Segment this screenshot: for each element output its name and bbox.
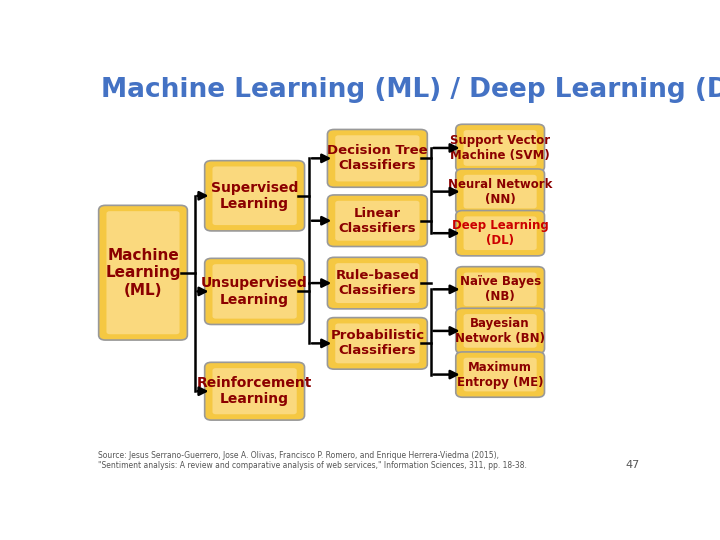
FancyBboxPatch shape xyxy=(328,258,427,309)
FancyBboxPatch shape xyxy=(464,273,536,306)
FancyBboxPatch shape xyxy=(99,205,187,340)
Text: Supervised
Learning: Supervised Learning xyxy=(211,181,298,211)
Text: Neural Network
(NN): Neural Network (NN) xyxy=(448,178,552,206)
FancyBboxPatch shape xyxy=(456,169,544,214)
Text: Rule-based
Classifiers: Rule-based Classifiers xyxy=(336,269,419,297)
FancyBboxPatch shape xyxy=(456,124,544,172)
FancyBboxPatch shape xyxy=(464,175,536,208)
FancyBboxPatch shape xyxy=(212,368,297,414)
Text: 47: 47 xyxy=(626,460,639,470)
Text: Support Vector
Machine (SVM): Support Vector Machine (SVM) xyxy=(450,134,550,162)
FancyBboxPatch shape xyxy=(456,211,544,256)
FancyBboxPatch shape xyxy=(336,323,420,363)
Text: Unsupervised
Learning: Unsupervised Learning xyxy=(201,276,308,307)
Text: Decision Tree
Classifiers: Decision Tree Classifiers xyxy=(327,144,428,172)
FancyBboxPatch shape xyxy=(328,130,427,187)
Text: Source: Jesus Serrano-Guerrero, Jose A. Olivas, Francisco P. Romero, and Enrique: Source: Jesus Serrano-Guerrero, Jose A. … xyxy=(99,451,527,470)
FancyBboxPatch shape xyxy=(204,160,305,231)
FancyBboxPatch shape xyxy=(328,318,427,369)
Text: Deep Learning
(DL): Deep Learning (DL) xyxy=(451,219,549,247)
Text: Machine
Learning
(ML): Machine Learning (ML) xyxy=(105,248,181,298)
FancyBboxPatch shape xyxy=(204,362,305,420)
FancyBboxPatch shape xyxy=(464,130,536,166)
FancyBboxPatch shape xyxy=(107,211,179,334)
FancyBboxPatch shape xyxy=(456,308,544,354)
FancyBboxPatch shape xyxy=(204,258,305,325)
Text: Linear
Classifiers: Linear Classifiers xyxy=(338,207,416,235)
Text: Bayesian
Network (BN): Bayesian Network (BN) xyxy=(455,317,545,345)
FancyBboxPatch shape xyxy=(336,263,420,303)
FancyBboxPatch shape xyxy=(464,217,536,250)
FancyBboxPatch shape xyxy=(212,166,297,225)
Text: Probabilistic
Classifiers: Probabilistic Classifiers xyxy=(330,329,424,357)
Text: Machine Learning (ML) / Deep Learning (DL): Machine Learning (ML) / Deep Learning (D… xyxy=(101,77,720,103)
Text: Naïve Bayes
(NB): Naïve Bayes (NB) xyxy=(459,275,541,303)
Text: Maximum
Entropy (ME): Maximum Entropy (ME) xyxy=(457,361,544,389)
FancyBboxPatch shape xyxy=(328,195,427,246)
Text: Reinforcement
Learning: Reinforcement Learning xyxy=(197,376,312,406)
FancyBboxPatch shape xyxy=(456,352,544,397)
FancyBboxPatch shape xyxy=(456,267,544,312)
FancyBboxPatch shape xyxy=(212,264,297,319)
FancyBboxPatch shape xyxy=(336,201,420,241)
FancyBboxPatch shape xyxy=(464,314,536,348)
FancyBboxPatch shape xyxy=(464,357,536,392)
FancyBboxPatch shape xyxy=(336,136,420,181)
